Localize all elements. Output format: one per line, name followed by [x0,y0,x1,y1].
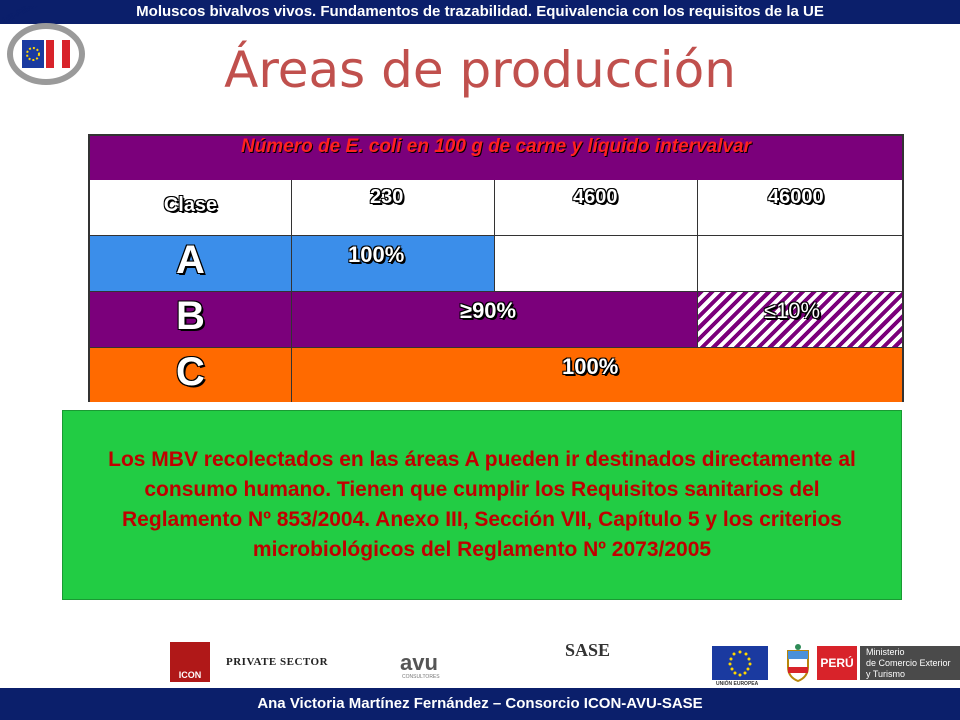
sase-logo: SASE [565,640,611,660]
threshold-cell: 4600 [495,180,698,236]
peru-logo: PERÚ [817,646,857,680]
class-c-label: C [176,350,205,394]
class-b-row: B ≥90% ≤10% [90,292,902,348]
header-bar: Moluscos bivalvos vivos. Fundamentos de … [0,0,960,24]
page-title: Áreas de producción [224,41,736,99]
clase-cell: Clase [90,180,292,236]
class-b-value: ≥90% [460,298,517,323]
ue-peru-penx-logo: UE-PERÚ / PENX [0,6,85,85]
classification-table: Número de E. coli en 100 g de carne y lí… [88,134,904,402]
class-b-value-cell: ≥90% [292,292,698,348]
note-box: Los MBV recolectados en las áreas A pued… [62,410,902,600]
avu-subtitle: CONSULTORES [402,674,440,680]
threshold-row: Clase 230 4600 46000 [90,180,902,236]
footer-bar: Ana Victoria Martínez Fernández – Consor… [0,688,960,720]
class-c-row: C 100% [90,348,902,402]
class-b-value-2: ≤10% [764,298,821,323]
class-c-value: 100% [562,354,619,379]
class-a-row: A 100% [90,236,902,292]
class-b-cell: B [90,292,292,348]
threshold-230: 230 [370,186,404,208]
table-header: Número de E. coli en 100 g de carne y lí… [240,136,752,157]
eu-flag-icon [712,646,768,680]
empty-cell [698,236,902,292]
svg-text:UE-PERÚ / PENX: UE-PERÚ / PENX [0,6,70,26]
avu-logo: avu [400,650,438,675]
class-b-hatched-cell: ≤10% [698,292,902,348]
class-b-label: B [176,294,205,338]
class-c-cell: C [90,348,292,402]
class-a-value-cell: 100% [292,236,495,292]
ministry-logo: Ministerio de Comercio Exterior y Turism… [860,646,960,680]
class-c-value-cell: 100% [292,348,902,402]
icon-institute-logo: ICON [170,642,210,682]
note-text: Los MBV recolectados en las áreas A pued… [108,448,856,561]
class-a-cell: A [90,236,292,292]
threshold-cell: 46000 [698,180,902,236]
threshold-4600: 4600 [573,186,618,208]
eu-caption: UNIÓN EUROPEA [716,681,759,687]
empty-cell [495,236,698,292]
threshold-cell: 230 [292,180,495,236]
clase-label: Clase [163,194,218,216]
private-sector-text: PRIVATE SECTOR [226,656,329,668]
threshold-46000: 46000 [768,186,824,208]
table-header-row: Número de E. coli en 100 g de carne y lí… [90,136,902,180]
class-a-value: 100% [348,242,405,267]
class-a-label: A [176,238,205,282]
peru-shield-icon [787,644,809,683]
